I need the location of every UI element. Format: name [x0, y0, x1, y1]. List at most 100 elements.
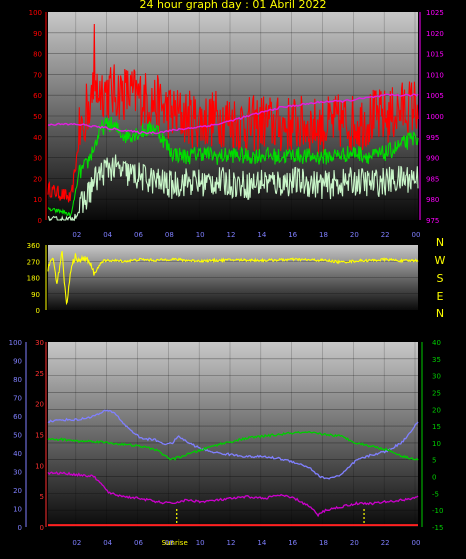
sunrise-label: Sunrise: [162, 539, 188, 547]
y-tick-label-left: 70: [33, 71, 42, 79]
y-tick-label-rain: 20: [35, 401, 44, 409]
y2-tick-label-temperature: 30: [432, 373, 441, 381]
series-line-wind-avg: [48, 116, 419, 218]
y2-tick-label-right: 1010: [426, 71, 444, 79]
x-tick-label: 12: [227, 231, 236, 239]
series-line-humidity: [47, 409, 419, 480]
compass-label-n: N: [436, 236, 444, 249]
y-tick-label-humidity: 60: [13, 413, 22, 421]
x-tick-label: 14: [257, 231, 266, 239]
y-tick-label-direction: 270: [27, 258, 40, 266]
y2-tick-label-temperature: 40: [432, 339, 441, 347]
plot-area-3: [48, 342, 418, 527]
y-tick-label-left: 40: [33, 134, 42, 142]
y2-tick-label-temperature: 15: [432, 423, 441, 431]
x-tick-label: 08: [165, 539, 174, 547]
series-line-wind-min: [47, 154, 419, 222]
x-tick-label: 06: [134, 539, 143, 547]
compass-label-w: W: [435, 254, 446, 267]
y-tick-label-left: 50: [33, 113, 42, 121]
y-tick-label-left: 60: [33, 92, 42, 100]
y-tick-label-humidity: 30: [13, 469, 22, 477]
y2-tick-label-right: 995: [426, 134, 439, 142]
x-tick-label: 12: [227, 539, 236, 547]
y-tick-label-left: 80: [33, 51, 42, 59]
y-tick-label-rain: 10: [35, 462, 44, 470]
y2-tick-label-temperature: -10: [432, 507, 443, 515]
y2-tick-label-right: 1000: [426, 113, 444, 121]
y-tick-label-humidity: 40: [13, 450, 22, 458]
x-tick-label: 22: [381, 539, 390, 547]
y-tick-label-left: 100: [29, 9, 42, 17]
x-tick-label: 14: [257, 539, 266, 547]
y-tick-label-humidity: 10: [13, 506, 22, 514]
y-tick-label-direction: 0: [36, 307, 40, 315]
x-tick-label: 20: [350, 231, 359, 239]
plot-area-2: [48, 245, 418, 310]
x-tick-label: 08: [165, 231, 174, 239]
y2-tick-label-right: 1005: [426, 92, 444, 100]
x-tick-label: 02: [72, 231, 81, 239]
x-tick-label: 16: [288, 231, 297, 239]
x-tick-label: 00: [412, 539, 421, 547]
series-line-dewpoint: [47, 471, 419, 518]
y2-tick-label-right: 985: [426, 175, 439, 183]
x-tick-label: 06: [134, 231, 143, 239]
compass-label-n: N: [436, 307, 444, 320]
x-tick-label: 18: [319, 231, 328, 239]
x-tick-label: 20: [350, 539, 359, 547]
y-tick-label-direction: 90: [31, 291, 40, 299]
series-line-temperature: [47, 431, 419, 462]
y2-tick-label-temperature: 35: [432, 356, 441, 364]
y-tick-label-left: 20: [33, 175, 42, 183]
y2-tick-label-temperature: -15: [432, 524, 443, 532]
y-tick-label-left: 10: [33, 196, 42, 204]
y-tick-label-left: 30: [33, 155, 42, 163]
y2-tick-label-temperature: -5: [432, 490, 439, 498]
y2-tick-label-right: 980: [426, 196, 439, 204]
compass-label-s: S: [437, 272, 444, 285]
x-tick-label: 00: [412, 231, 421, 239]
y2-tick-label-right: 975: [426, 217, 439, 225]
x-tick-label: 04: [103, 539, 112, 547]
y-tick-label-humidity: 90: [13, 358, 22, 366]
y-tick-label-left: 0: [38, 217, 42, 225]
x-tick-label: 16: [288, 539, 297, 547]
y-tick-label-left: 90: [33, 30, 42, 38]
x-tick-label: 02: [72, 539, 81, 547]
y-tick-label-humidity: 20: [13, 487, 22, 495]
x-tick-label: 10: [196, 231, 205, 239]
y2-tick-label-temperature: 25: [432, 389, 441, 397]
x-tick-label: 10: [196, 539, 205, 547]
y2-tick-label-right: 990: [426, 155, 439, 163]
compass-label-e: E: [437, 290, 444, 303]
y-tick-label-humidity: 80: [13, 376, 22, 384]
y-tick-label-rain: 5: [40, 493, 44, 501]
x-tick-label: 18: [319, 539, 328, 547]
y2-tick-label-right: 1015: [426, 51, 444, 59]
y-tick-label-direction: 360: [27, 242, 40, 250]
page-title: 24 hour graph day : 01 Abril 2022: [139, 0, 327, 11]
y-tick-label-rain: 30: [35, 339, 44, 347]
series-line-wind-gust: [47, 23, 419, 203]
y2-tick-label-temperature: 0: [432, 474, 436, 482]
series-line-pressure: [47, 93, 419, 135]
y-tick-label-rain: 15: [35, 432, 44, 440]
y-tick-label-rain: 0: [40, 524, 44, 532]
series-line-direction: [47, 250, 419, 306]
y2-tick-label-temperature: 5: [432, 457, 436, 465]
y2-tick-label-temperature: 10: [432, 440, 441, 448]
y2-tick-label-right: 1020: [426, 30, 444, 38]
y-tick-label-humidity: 70: [13, 395, 22, 403]
y-tick-label-rain: 25: [35, 370, 44, 378]
y-tick-label-humidity: 100: [9, 339, 22, 347]
y2-tick-label-temperature: 20: [432, 406, 441, 414]
x-tick-label: 22: [381, 231, 390, 239]
y-tick-label-humidity: 50: [13, 432, 22, 440]
y2-tick-label-right: 1025: [426, 9, 444, 17]
y-tick-label-direction: 180: [27, 275, 40, 283]
y-tick-label-humidity: 0: [18, 524, 22, 532]
x-tick-label: 04: [103, 231, 112, 239]
